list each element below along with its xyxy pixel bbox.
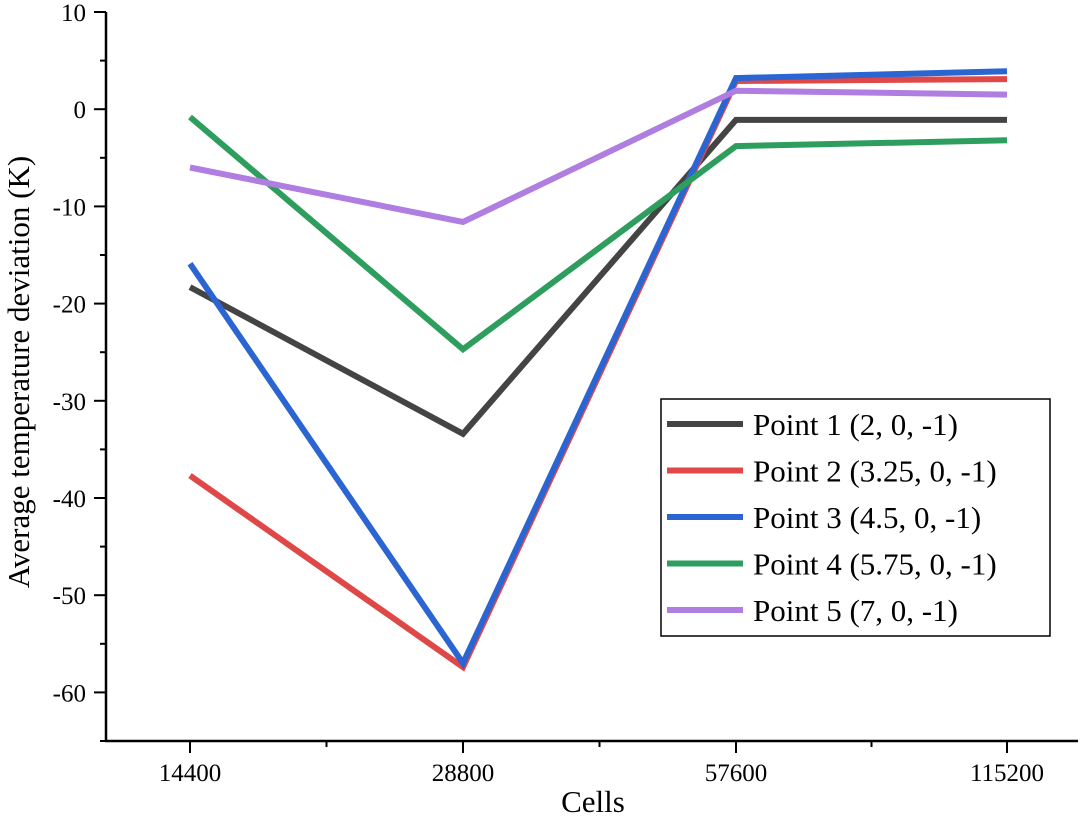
- legend: Point 1 (2, 0, -1) Point 2 (3.25, 0, -1) P…: [660, 398, 1051, 637]
- x-tick-label: 115200: [970, 760, 1044, 787]
- axes: 10 0 -10 -20 -30 -40 -50 -60 14400 28800 57600 1152…: [53, 0, 1078, 787]
- legend-label-point-4: Point 4 (5.75, 0, -1): [753, 547, 997, 582]
- y-tick-label: -60: [53, 680, 86, 707]
- series-line-point-5: [189, 87, 1008, 226]
- series-line-point-4: [188, 114, 1008, 354]
- y-tick-label: -10: [53, 194, 86, 221]
- series-line-point-1: [188, 116, 1007, 438]
- x-tick-label: 28800: [432, 760, 495, 787]
- x-axis-title: Cells: [561, 784, 625, 819]
- series-line-point-3: [187, 68, 1008, 670]
- legend-label-point-5: Point 5 (7, 0, -1): [753, 593, 958, 628]
- y-axis-title: Average temperature deviation (K): [1, 156, 36, 588]
- y-tick-label: -30: [53, 389, 86, 416]
- y-tick-label: 10: [61, 0, 86, 27]
- legend-label-point-1: Point 1 (2, 0, -1): [753, 407, 958, 442]
- legend-label-point-3: Point 3 (4.5, 0, -1): [753, 500, 981, 535]
- y-tick-label: 0: [74, 97, 87, 124]
- x-tick-label: 14400: [159, 760, 222, 787]
- series-layer: [187, 68, 1008, 672]
- y-tick-label: -40: [53, 486, 86, 513]
- y-tick-label: -20: [53, 292, 86, 319]
- legend-label-point-2: Point 2 (3.25, 0, -1): [753, 454, 997, 489]
- x-tick-label: 57600: [705, 760, 768, 787]
- y-tick-label: -50: [53, 583, 86, 610]
